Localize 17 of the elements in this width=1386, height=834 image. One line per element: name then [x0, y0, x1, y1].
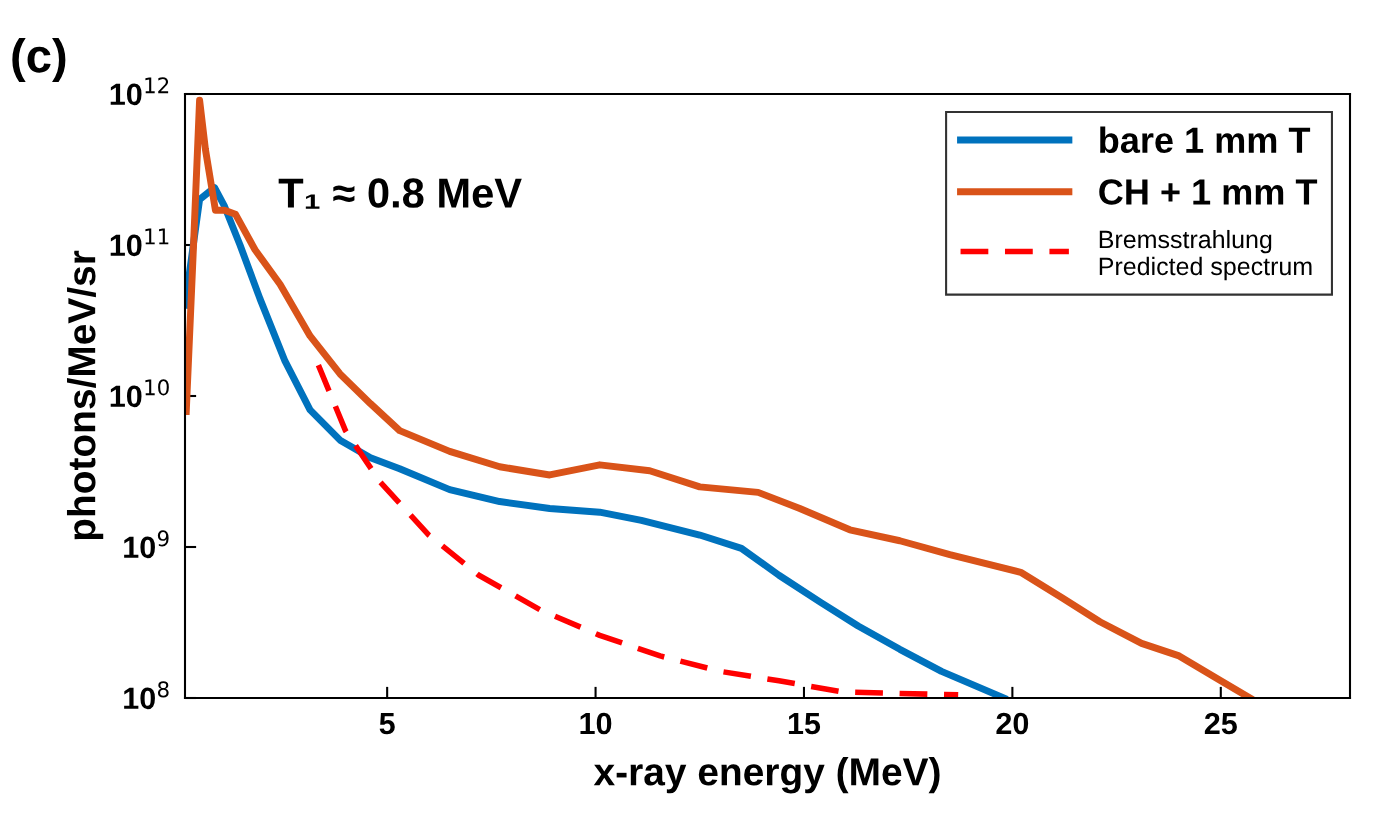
y-tick-label: 10$^{11}$ [110, 228, 169, 257]
legend-label: Bremsstrahlung Predicted spectrum [1099, 229, 1312, 281]
x-tick-label: 25 [1204, 712, 1237, 735]
x-tick-label: 5 [379, 713, 395, 735]
annotation: T₁ ≈ 0.8 MeV [278, 178, 522, 209]
text: (c) [12, 37, 66, 83]
x-axis-title: x-ray energy (MeV) [593, 757, 940, 794]
y-axis-title: photons/MeV/sr [66, 250, 104, 540]
y-tick-label: 10$^{9}$ [124, 530, 169, 559]
legend-label: CH + 1 mm T [1099, 179, 1318, 205]
y-tick-label: 10$^{8}$ [124, 681, 169, 710]
x-tick-label: 20 [996, 712, 1029, 735]
legend-label: bare 1 mm T [1100, 126, 1311, 154]
y-tick-label: 10$^{10}$ [110, 379, 169, 408]
x-tick-label: 10 [580, 712, 612, 735]
y-tick-label: 10$^{12}$ [110, 77, 169, 106]
x-tick-label: 15 [788, 713, 821, 735]
